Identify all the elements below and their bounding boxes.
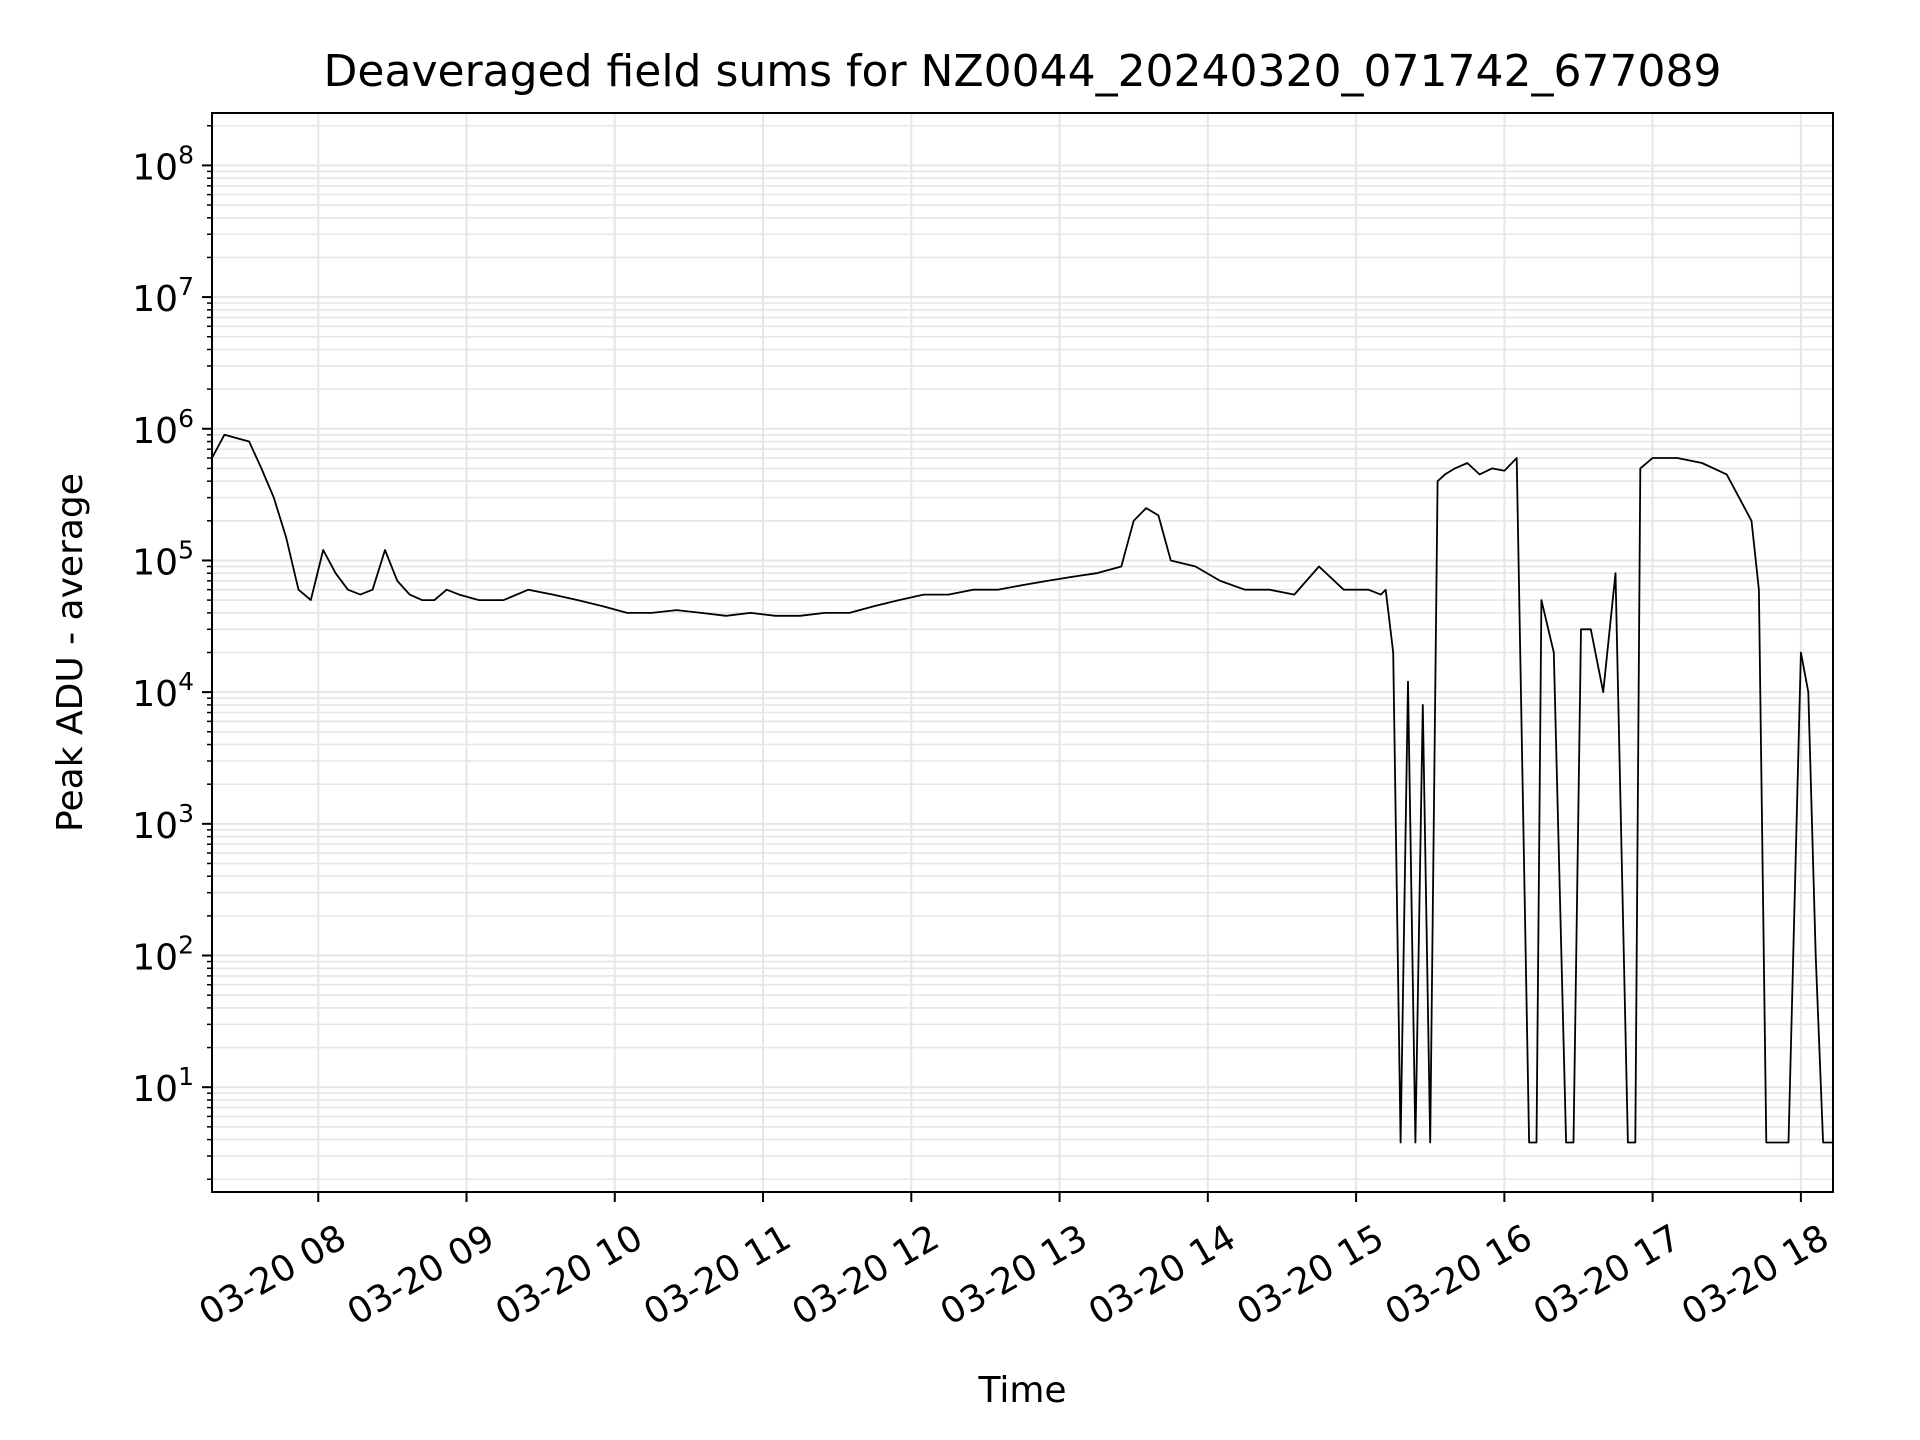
y-tick-label: 104 [132,667,194,715]
y-tick-label: 102 [132,931,194,979]
y-tick-label: 106 [132,404,194,452]
y-tick-label: 105 [132,535,194,583]
y-tick-label: 107 [132,272,194,320]
x-axis-label: Time [977,1370,1066,1411]
series-layer [211,433,1833,1144]
chart-title: Deaveraged field sums for NZ0044_2024032… [324,46,1722,97]
y-tick-label: 101 [132,1062,194,1110]
y-axis-label: Peak ADU - average [50,473,91,832]
y-tick-label: 103 [132,799,194,847]
y-tick-label: 108 [132,140,194,188]
series-line [211,433,1833,1144]
